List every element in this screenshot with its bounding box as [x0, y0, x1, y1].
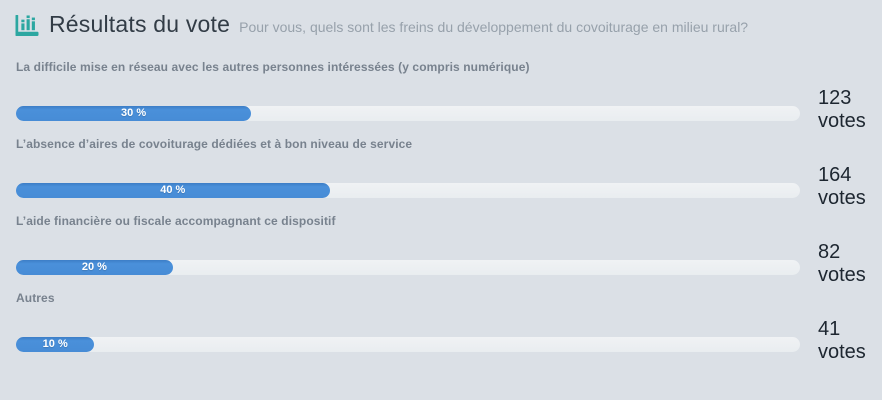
- progress-fill: 30 %: [16, 106, 252, 121]
- result-row: Autres 10 % 41 votes: [16, 291, 882, 363]
- progress-fill: 10 %: [16, 337, 95, 352]
- percent-label: 30 %: [121, 107, 147, 119]
- votes-number: 41: [818, 318, 841, 340]
- poll-question: Pour vous, quels sont les freins du déve…: [239, 19, 749, 35]
- progress-fill: 40 %: [16, 183, 330, 198]
- votes-word: votes: [818, 110, 866, 132]
- result-row: L’aide financière ou fiscale accompagnan…: [16, 214, 882, 286]
- votes-word: votes: [818, 187, 866, 209]
- percent-label: 20 %: [81, 261, 107, 273]
- votes-count: 82 votes: [818, 241, 882, 287]
- percent-label: 40 %: [160, 184, 186, 196]
- percent-label: 10 %: [42, 338, 68, 350]
- votes-count: 41 votes: [818, 318, 882, 364]
- progress-track: 30 %: [16, 106, 800, 121]
- results-list: La difficile mise en réseau avec les aut…: [0, 38, 882, 363]
- title-line: Résultats du vote Pour vous, quels sont …: [49, 11, 748, 38]
- bar-chart-icon: [14, 14, 40, 37]
- votes-word: votes: [818, 264, 866, 286]
- option-label: L’absence d’aires de covoiturage dédiées…: [16, 137, 413, 151]
- result-row: La difficile mise en réseau avec les aut…: [16, 60, 882, 132]
- option-label: L’aide financière ou fiscale accompagnan…: [16, 214, 336, 228]
- progress-fill: 20 %: [16, 260, 173, 275]
- option-label: Autres: [16, 291, 55, 305]
- votes-number: 82: [818, 241, 841, 263]
- votes-count: 123 votes: [818, 87, 882, 133]
- progress-track: 20 %: [16, 260, 800, 275]
- votes-count: 164 votes: [818, 164, 882, 210]
- votes-number: 164: [818, 164, 852, 186]
- votes-number: 123: [818, 87, 852, 109]
- result-row: L’absence d’aires de covoiturage dédiées…: [16, 137, 882, 209]
- page-title: Résultats du vote: [49, 11, 231, 37]
- header: Résultats du vote Pour vous, quels sont …: [0, 0, 882, 38]
- progress-track: 40 %: [16, 183, 800, 198]
- votes-word: votes: [818, 341, 866, 363]
- progress-track: 10 %: [16, 337, 800, 352]
- option-label: La difficile mise en réseau avec les aut…: [16, 60, 530, 74]
